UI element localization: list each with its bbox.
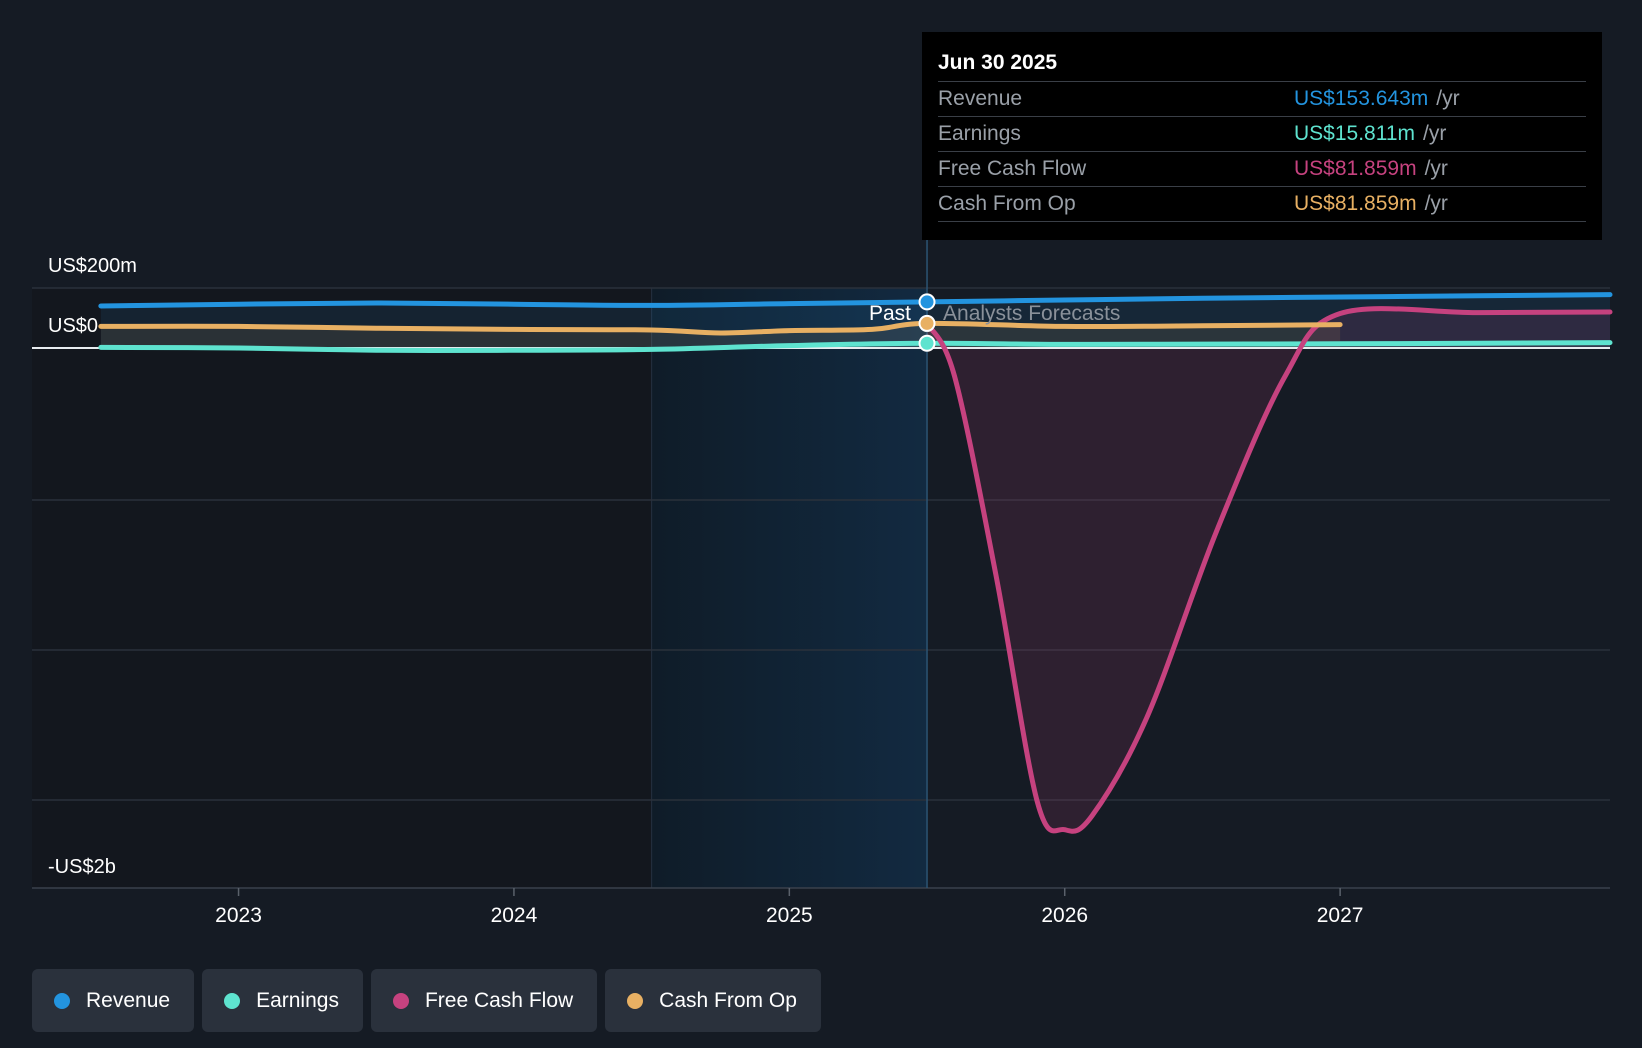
series-line-1	[98, 340, 1613, 353]
tooltip-row-cfo: Cash From Op US$81.859m /yr	[938, 187, 1586, 222]
forecast-label: Analysts Forecasts	[943, 302, 1120, 325]
y-tick-label: -US$2b	[48, 856, 116, 878]
legend-dot-icon	[627, 992, 644, 1009]
tooltip-date: Jun 30 2025	[938, 48, 1586, 82]
series-marker-0	[918, 293, 936, 311]
tooltip-value: US$153.643m	[1294, 87, 1429, 110]
legend-dot-icon	[392, 992, 409, 1009]
past-label: Past	[869, 302, 911, 325]
tooltip-unit: /yr	[1423, 122, 1447, 145]
legend-label: Revenue	[86, 988, 171, 1012]
tooltip-value: US$15.811m	[1294, 122, 1416, 145]
tooltip-row-earnings: Earnings US$15.811m /yr	[938, 117, 1586, 152]
x-tick-label: 2025	[766, 904, 813, 927]
x-tick-label: 2024	[491, 904, 538, 927]
series-area-2	[927, 308, 1610, 832]
tooltip-unit: /yr	[1424, 157, 1448, 180]
legend-dot-icon	[224, 992, 241, 1009]
series-line-0	[98, 292, 1613, 309]
tooltip-value: US$81.859m	[1294, 192, 1417, 215]
chart-area: US$200m US$0 -US$2b 2023 2024 2025 2026 2027 Pas…	[32, 240, 1613, 927]
x-tick-label: 2026	[1041, 904, 1088, 927]
legend-label: Earnings	[256, 988, 339, 1012]
legend-label: Cash From Op	[659, 988, 797, 1012]
recent-past-highlight	[651, 288, 928, 888]
series-area-0	[100, 294, 1611, 348]
y-tick-label: US$200m	[48, 255, 137, 277]
past-background	[32, 288, 652, 888]
legend-label: Free Cash Flow	[424, 988, 574, 1012]
legend-item-free-cash-flow[interactable]: Free Cash Flow	[370, 969, 598, 1032]
legend-item-revenue[interactable]: Revenue	[32, 969, 195, 1032]
legend-item-cash-from-op[interactable]: Cash From Op	[605, 969, 821, 1032]
tooltip-row-revenue: Revenue US$153.643m /yr	[938, 82, 1586, 117]
legend-item-earnings[interactable]: Earnings	[202, 969, 363, 1032]
x-tick-label: 2023	[215, 904, 262, 927]
tooltip-unit: /yr	[1424, 192, 1448, 215]
tooltip-value: US$81.859m	[1294, 157, 1417, 180]
tooltip-label: Earnings	[938, 122, 1021, 145]
tooltip-row-fcf: Free Cash Flow US$81.859m /yr	[938, 152, 1586, 187]
series-marker-3	[918, 314, 936, 332]
legend-dot-icon	[54, 992, 70, 1009]
series-line-2	[924, 306, 1613, 834]
tooltip-label: Free Cash Flow	[938, 157, 1087, 180]
series-line-3	[98, 320, 1343, 336]
series-marker-1	[918, 334, 936, 352]
tooltip-label: Revenue	[938, 87, 1023, 110]
tooltip-unit: /yr	[1436, 87, 1460, 110]
legend: Revenue Earnings Free Cash Flow Cash Fro…	[32, 969, 821, 1032]
y-tick-label: US$0	[48, 315, 98, 337]
tooltip: Jun 30 2025 Revenue US$153.643m /yr Earn…	[922, 32, 1602, 240]
x-tick-label: 2027	[1317, 904, 1364, 927]
tooltip-label: Cash From Op	[938, 192, 1076, 215]
